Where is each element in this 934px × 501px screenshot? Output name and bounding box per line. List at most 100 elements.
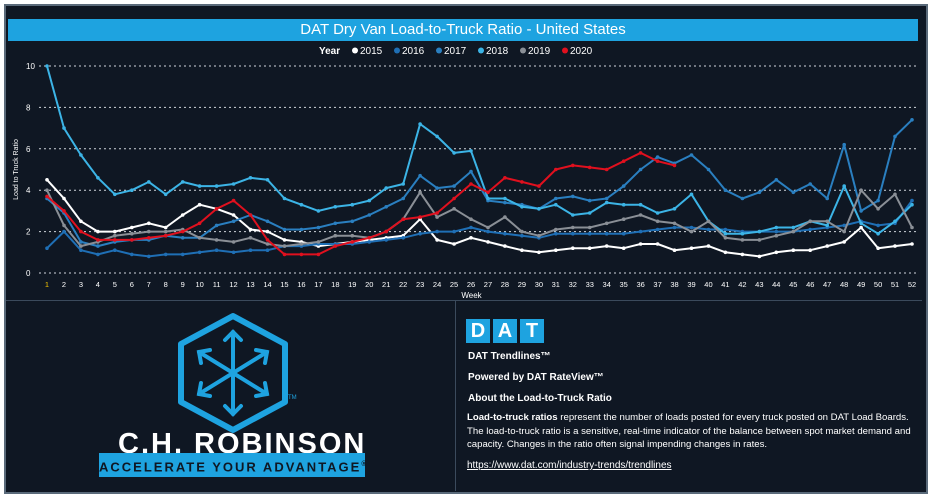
- data-point-2018: [384, 186, 389, 190]
- legend-marker: [394, 47, 400, 54]
- data-point-2017: [316, 225, 321, 230]
- legend-marker: [478, 47, 484, 54]
- data-point-2018: [859, 221, 863, 226]
- data-point-2019: [79, 244, 83, 248]
- data-point-2019: [418, 190, 422, 195]
- x-tick-label: 27: [484, 280, 492, 289]
- data-point-2020: [282, 252, 287, 257]
- data-point-2016: [689, 225, 694, 230]
- data-point-2020: [520, 180, 524, 184]
- data-point-2015: [876, 246, 880, 250]
- data-point-2015: [638, 242, 643, 246]
- data-point-2019: [910, 225, 914, 230]
- legend-marker: [520, 47, 526, 54]
- data-point-2020: [418, 215, 422, 219]
- data-point-2017: [384, 205, 389, 209]
- data-point-2015: [62, 196, 66, 201]
- logo-trademark: TM: [288, 395, 297, 401]
- data-point-2018: [418, 122, 422, 126]
- data-point-2015: [893, 244, 897, 248]
- data-point-2017: [96, 244, 100, 248]
- data-point-2015: [571, 246, 575, 250]
- data-point-2020: [316, 252, 321, 257]
- data-point-2020: [367, 236, 372, 240]
- trendlines-link[interactable]: https://www.dat.com/industry-trends/tren…: [467, 460, 672, 471]
- data-point-2016: [554, 231, 558, 236]
- data-point-2019: [113, 233, 117, 238]
- data-point-2017: [350, 219, 355, 224]
- legend-title: Year: [319, 46, 340, 57]
- data-point-2019: [706, 219, 711, 224]
- data-point-2019: [825, 219, 829, 224]
- data-point-2017: [808, 182, 812, 186]
- data-point-2020: [96, 238, 100, 242]
- data-point-2018: [723, 231, 728, 236]
- data-point-2019: [503, 215, 507, 219]
- data-point-2015: [486, 240, 490, 244]
- series-line-2017: [46, 119, 913, 248]
- data-point-2015: [672, 248, 677, 252]
- data-point-2016: [604, 231, 609, 236]
- data-point-2019: [876, 207, 880, 211]
- data-point-2019: [214, 238, 219, 242]
- data-point-2015: [130, 225, 134, 230]
- data-point-2016: [401, 236, 406, 240]
- data-point-2017: [757, 190, 762, 195]
- data-point-2019: [282, 244, 287, 248]
- data-point-2015: [910, 242, 914, 246]
- data-point-2016: [96, 252, 100, 257]
- data-point-2019: [808, 219, 812, 224]
- data-point-2015: [537, 250, 541, 255]
- legend-label: 2019: [528, 46, 551, 57]
- data-point-2018: [113, 192, 117, 197]
- data-point-2017: [825, 196, 829, 201]
- x-tick-label: 44: [772, 280, 780, 289]
- data-point-2016: [384, 238, 389, 242]
- data-point-2017: [180, 236, 185, 240]
- data-point-2018: [520, 205, 524, 209]
- x-tick-label: 28: [501, 280, 509, 289]
- data-point-2019: [486, 225, 490, 230]
- data-point-2019: [435, 215, 439, 219]
- data-point-2018: [452, 151, 456, 155]
- data-point-2018: [791, 225, 796, 230]
- data-point-2018: [180, 180, 185, 184]
- data-point-2019: [163, 229, 168, 234]
- x-axis-label: Week: [461, 291, 482, 300]
- series-line-2016: [46, 200, 913, 258]
- data-point-2017: [401, 196, 406, 201]
- data-point-2015: [79, 219, 83, 224]
- data-point-2020: [655, 159, 660, 163]
- data-point-2018: [316, 209, 321, 213]
- data-point-2018: [469, 149, 473, 153]
- data-point-2019: [571, 225, 575, 230]
- data-point-2018: [621, 202, 626, 207]
- data-point-2016: [435, 229, 439, 234]
- data-point-2016: [587, 231, 592, 236]
- data-point-2019: [520, 229, 524, 234]
- tagline-mark: ®: [361, 461, 369, 468]
- data-point-2018: [299, 202, 304, 207]
- data-point-2018: [248, 176, 253, 180]
- data-point-2019: [791, 229, 796, 234]
- x-tick-label: 9: [181, 280, 185, 289]
- data-point-2019: [859, 188, 863, 192]
- legend-marker: [436, 47, 442, 54]
- data-point-2018: [554, 202, 558, 207]
- x-tick-label: 37: [653, 280, 661, 289]
- data-point-2018: [537, 207, 541, 211]
- x-tick-label: 12: [229, 280, 237, 289]
- data-point-2019: [554, 227, 558, 232]
- y-tick-label: 6: [26, 145, 31, 154]
- data-point-2019: [147, 229, 151, 234]
- x-tick-label: 39: [687, 280, 695, 289]
- series-line-2020: [46, 151, 675, 256]
- x-tick-label: 16: [297, 280, 305, 289]
- data-point-2018: [740, 231, 745, 236]
- data-point-2020: [130, 238, 134, 242]
- data-point-2016: [231, 250, 236, 255]
- data-point-2015: [163, 225, 168, 230]
- data-point-2017: [554, 196, 558, 201]
- legend-label: 2015: [360, 46, 383, 57]
